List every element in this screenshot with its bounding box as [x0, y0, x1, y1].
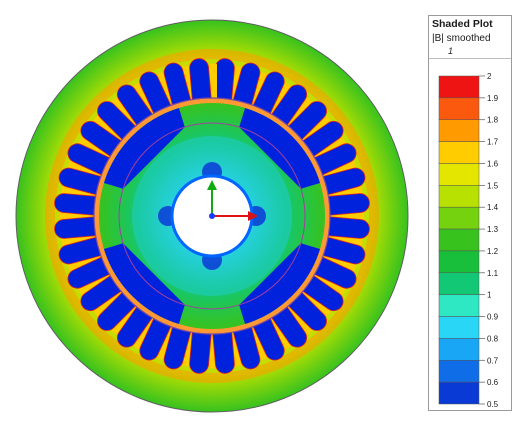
stator-tooth	[207, 320, 217, 368]
legend-tick-label: 1.4	[487, 203, 499, 212]
legend-subtitle: |B| smoothed	[432, 33, 491, 44]
legend-swatch	[438, 250, 480, 274]
legend-swatch	[438, 294, 480, 317]
legend-swatch	[438, 272, 480, 295]
legend-swatch	[438, 141, 480, 164]
legend-divider	[429, 58, 511, 59]
y-axis-arrow	[207, 180, 217, 190]
legend-swatch	[438, 360, 480, 383]
legend-tick-label: 1	[487, 291, 492, 300]
stator-yoke-band	[45, 49, 379, 383]
legend-swatch	[438, 185, 480, 208]
rotor-inner-outline	[118, 122, 306, 310]
legend-tick-label: 1.7	[487, 138, 499, 147]
rotor-pole	[103, 107, 185, 189]
legend-swatch	[438, 97, 480, 120]
legend-swatch	[438, 75, 480, 99]
x-axis-arrow	[248, 211, 258, 221]
legend-tick-label: 0.6	[487, 378, 499, 387]
legend-tick-label: 0.7	[487, 356, 499, 365]
legend-tick-label: 1.6	[487, 159, 499, 168]
legend-tick-label: 1.3	[487, 225, 499, 234]
legend-number: 1	[447, 46, 453, 56]
rotor-pole	[239, 107, 321, 189]
legend-tick-label: 1.9	[487, 94, 499, 103]
legend-tick-label: 2	[487, 72, 492, 81]
legend-tick-label: 1.8	[487, 116, 499, 125]
motor-cross-section	[15, 19, 409, 413]
rotor-poles	[103, 107, 321, 325]
legend-title: Shaded Plot	[432, 18, 493, 30]
legend-tick-label: 0.8	[487, 334, 499, 343]
legend-swatch	[438, 228, 480, 252]
legend-tick-label: 1.1	[487, 269, 499, 278]
legend-swatch	[438, 163, 480, 186]
rotor-pole	[239, 243, 321, 325]
legend-swatch	[438, 206, 480, 230]
stator-tooth	[207, 63, 217, 112]
legend-tick-label: 1.2	[487, 247, 499, 256]
legend-color-scale: 2 1.9 1.8 1.7 1.6 1.5 1.4 1.3 1.2 1.1 1 0.9 0.8 0.7 0.…	[438, 72, 499, 409]
legend-swatch	[438, 338, 480, 361]
legend-tick-label: 0.9	[487, 313, 499, 322]
rotor-pole	[103, 243, 185, 325]
coordinate-axes-icon	[207, 180, 258, 221]
axis-origin	[209, 213, 215, 219]
legend-swatch	[438, 119, 480, 142]
legend-tick-label: 1.5	[487, 181, 499, 190]
legend-swatch	[438, 316, 480, 339]
legend-tick-label: 0.5	[487, 400, 499, 409]
legend-swatch	[438, 381, 480, 405]
shaded-plot-legend: Shaded Plot |B| smoothed 1 2 1.9 1.8 1.7 1.6…	[428, 15, 512, 411]
